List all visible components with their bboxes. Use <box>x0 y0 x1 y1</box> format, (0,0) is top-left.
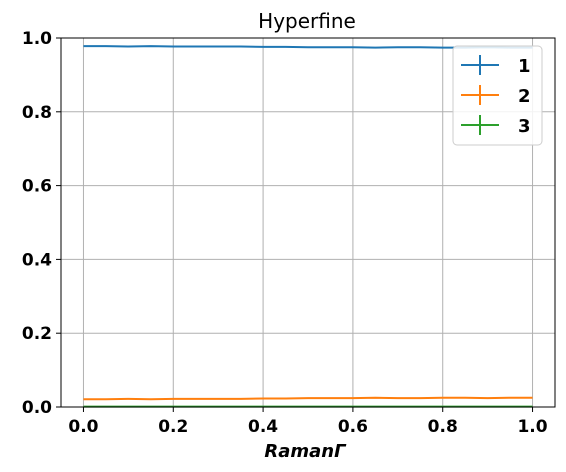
x-tick-label: 1.0 <box>517 417 547 437</box>
x-tick-label: 0.2 <box>158 417 188 437</box>
series-line-2 <box>83 396 533 401</box>
legend: 1 2 3 <box>452 45 543 146</box>
y-tick-label: 0.2 <box>22 324 52 344</box>
legend-item-1: 1 <box>461 55 531 77</box>
y-axis: 0.0 0.2 0.4 0.6 0.8 1.0 <box>22 29 61 418</box>
legend-label: 1 <box>518 56 531 77</box>
x-tick-label: 0.0 <box>68 417 98 437</box>
x-axis: 0.0 0.2 0.4 0.6 0.8 1.0 <box>68 407 548 437</box>
chart-title: Hyperfine <box>258 9 356 33</box>
legend-item-2: 2 <box>461 85 531 107</box>
plot-frame <box>60 37 556 408</box>
legend-label: 3 <box>518 116 531 137</box>
x-tick-label: 0.8 <box>428 417 458 437</box>
x-tick-label: 0.4 <box>248 417 278 437</box>
legend-label: 2 <box>518 86 531 107</box>
y-tick-label: 1.0 <box>22 29 52 49</box>
x-axis-label: RamanΓ <box>264 441 347 462</box>
y-tick-label: 0.6 <box>22 177 52 197</box>
y-tick-label: 0.4 <box>22 250 52 270</box>
y-tick-label: 0.8 <box>22 103 52 123</box>
x-tick-label: 0.6 <box>338 417 368 437</box>
legend-item-3: 3 <box>461 115 531 137</box>
y-tick-label: 0.0 <box>22 398 52 418</box>
